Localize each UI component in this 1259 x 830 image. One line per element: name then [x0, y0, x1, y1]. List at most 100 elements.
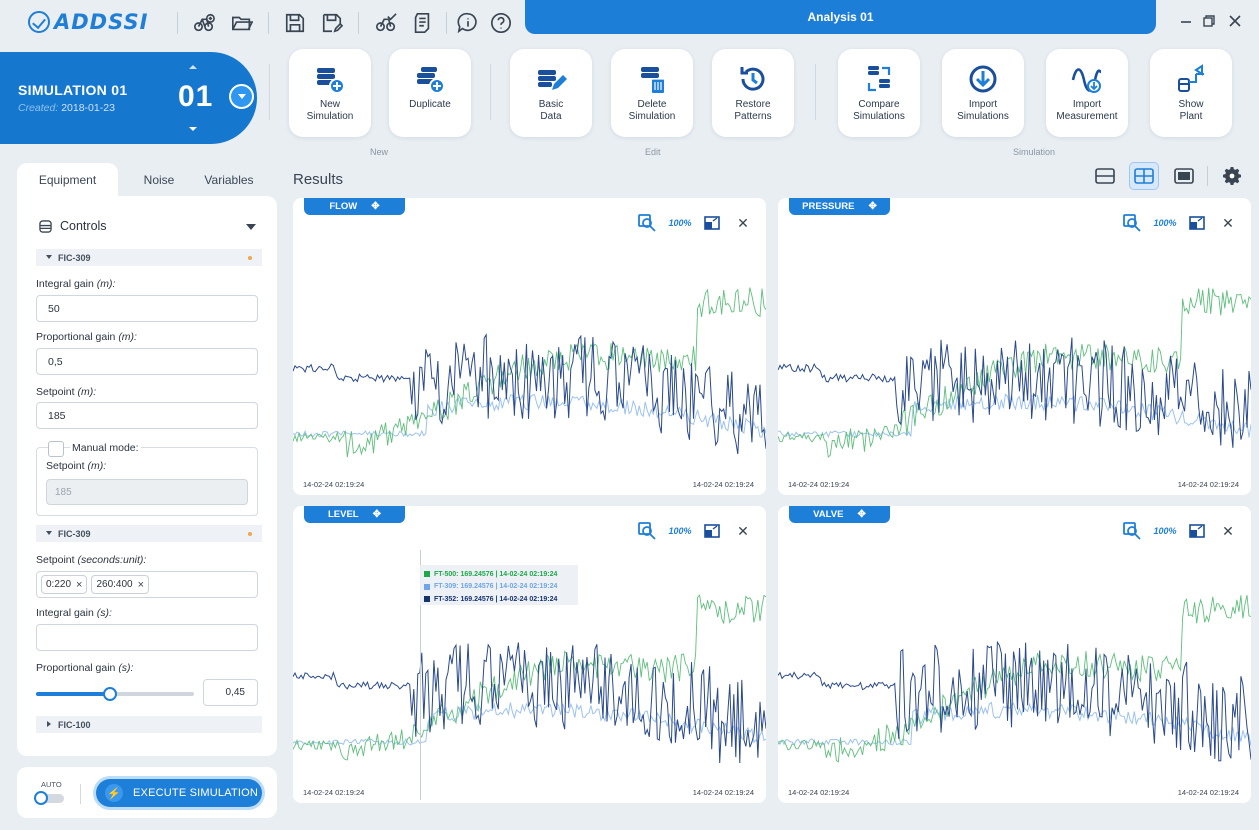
chart-title-tag[interactable]: FLOW ✥	[304, 198, 405, 215]
zoom-search-icon[interactable]	[636, 521, 658, 541]
close-chart-icon[interactable]: ✕	[1222, 522, 1234, 539]
group-label-edit: Edit	[645, 147, 661, 157]
series-line-light	[293, 701, 766, 746]
section-fic-100[interactable]: FIC-100	[36, 716, 262, 733]
ribbon-button-label: Import Measurement	[1056, 99, 1118, 122]
ribbon-button-label: Import Simulations	[957, 99, 1009, 122]
basic-data-button[interactable]: Basic Data	[510, 49, 592, 137]
manual-mode-checkbox[interactable]	[48, 441, 64, 457]
restore-window-icon[interactable]	[1200, 12, 1218, 30]
zoom-search-icon[interactable]	[1121, 213, 1143, 233]
delete-simulation-button[interactable]: Delete Simulation	[611, 49, 693, 137]
simulation-dropdown-icon[interactable]	[229, 84, 254, 109]
compare-icon	[862, 49, 896, 99]
remove-chip-icon[interactable]: ×	[76, 578, 83, 591]
close-chart-icon[interactable]: ✕	[737, 214, 749, 231]
chart-plot[interactable]	[293, 242, 766, 476]
save-icon[interactable]	[283, 11, 307, 35]
chart-plot[interactable]	[778, 242, 1251, 476]
expand-panel-icon[interactable]	[1187, 213, 1207, 233]
chart-title-tag[interactable]: PRESSURE ✥	[789, 198, 890, 215]
expand-panel-icon[interactable]	[702, 213, 722, 233]
help-icon[interactable]	[489, 11, 513, 35]
settings-gear-icon[interactable]	[1220, 164, 1244, 188]
ribbon-button-label: Show Plant	[1178, 99, 1204, 122]
proportional-gain-label: Proportional gain (m):	[36, 331, 137, 343]
auto-toggle[interactable]	[34, 791, 64, 805]
zoom-search-icon[interactable]	[636, 213, 658, 233]
expand-panel-icon[interactable]	[1187, 521, 1207, 541]
tab-equipment[interactable]: Equipment	[17, 163, 118, 196]
restore-button[interactable]: Restore Patterns	[712, 49, 794, 137]
new-project-icon[interactable]	[192, 11, 216, 35]
simulation-name: SIMULATION 01	[18, 82, 128, 98]
zoom-level-button[interactable]: 100%	[668, 218, 692, 228]
proportional-gain-s-value[interactable]: 0,45	[203, 679, 258, 706]
close-chart-icon[interactable]: ✕	[737, 522, 749, 539]
move-icon[interactable]: ✥	[372, 509, 381, 520]
chart-title-tag[interactable]: LEVEL ✥	[304, 506, 405, 523]
zoom-level-button[interactable]: 100%	[1153, 526, 1177, 536]
import-button[interactable]: Import Simulations	[942, 49, 1024, 137]
series-line-green	[293, 594, 766, 761]
duplicate-button[interactable]: Duplicate	[389, 49, 471, 137]
proportional-gain-input[interactable]: 0,5	[36, 348, 258, 375]
layout-rows-icon[interactable]	[1090, 162, 1120, 190]
tooltip-row: FT-500: 169.24576 | 14-02-24 02:19:24	[424, 568, 578, 581]
proportional-gain-slider[interactable]	[36, 687, 194, 701]
integral-gain-s-input[interactable]	[36, 624, 258, 651]
controls-title: Controls	[60, 219, 107, 233]
layout-grid-icon[interactable]	[1129, 162, 1159, 190]
layout-single-icon[interactable]	[1169, 162, 1199, 190]
close-window-icon[interactable]	[1226, 12, 1244, 30]
group-label-simulation: Simulation	[1013, 147, 1056, 157]
setpoint-label: Setpoint (m):	[36, 386, 97, 398]
plant-button[interactable]: Show Plant	[1150, 49, 1232, 137]
validate-icon[interactable]	[374, 11, 398, 35]
new-simulation-icon	[313, 49, 347, 99]
execute-simulation-button[interactable]: ⚡ EXECUTE SIMULATION	[96, 779, 262, 807]
zoom-level-button[interactable]: 100%	[1153, 218, 1177, 228]
slider-handle[interactable]	[103, 687, 118, 701]
report-icon[interactable]	[410, 11, 434, 35]
timestamp-end: 14-02-24 02:19:24	[1177, 788, 1239, 797]
move-icon[interactable]: ✥	[857, 509, 866, 520]
zoom-level-button[interactable]: 100%	[668, 526, 692, 536]
chart-card-valve: VALVE ✥ 100% ✕ 14-02-24 02:19:24 14-02-24 02:…	[778, 506, 1251, 803]
setpoint-chips-input[interactable]: 0:220 × 260:400 ×	[36, 571, 258, 598]
info-icon[interactable]	[456, 11, 480, 35]
zoom-search-icon[interactable]	[1121, 521, 1143, 541]
tab-variables[interactable]: Variables	[204, 172, 254, 187]
tab-noise[interactable]: Noise	[143, 172, 175, 187]
toggle-knob	[34, 791, 48, 805]
import-measurement-icon	[1070, 49, 1104, 99]
ribbon-button-label: Duplicate	[409, 99, 451, 110]
setpoint-input[interactable]: 185	[36, 402, 258, 429]
new-simulation-button[interactable]: New Simulation	[289, 49, 371, 137]
chart-plot[interactable]	[778, 550, 1251, 784]
chart-card-pressure: PRESSURE ✥ 100% ✕ 14-02-24 02:19:24 14-02-24 …	[778, 198, 1251, 495]
chart-plot[interactable]	[293, 550, 766, 784]
import-measurement-button[interactable]: Import Measurement	[1046, 49, 1128, 137]
chart-tooltip: FT-500: 169.24576 | 14-02-24 02:19:24 FT-…	[420, 565, 578, 605]
chart-card-level: FT-500: 169.24576 | 14-02-24 02:19:24 FT-…	[293, 506, 766, 803]
controls-collapse-icon[interactable]	[246, 224, 256, 230]
close-chart-icon[interactable]: ✕	[1222, 214, 1234, 231]
minimize-icon[interactable]	[1177, 12, 1195, 30]
chart-title-tag[interactable]: VALVE ✥	[789, 506, 890, 523]
save-as-icon[interactable]	[320, 11, 344, 35]
sim-next-arrow-icon[interactable]	[189, 127, 197, 131]
open-folder-icon[interactable]	[230, 11, 254, 35]
integral-gain-input[interactable]: 50	[36, 295, 258, 322]
section-fic-309-b[interactable]: FIC-309	[36, 525, 262, 542]
remove-chip-icon[interactable]: ×	[137, 578, 145, 591]
controls-header[interactable]: Controls	[39, 219, 107, 233]
section-fic-309-a[interactable]: FIC-309	[36, 249, 262, 266]
expand-panel-icon[interactable]	[702, 521, 722, 541]
compare-button[interactable]: Compare Simulations	[838, 49, 920, 137]
move-icon[interactable]: ✥	[371, 201, 380, 212]
move-icon[interactable]: ✥	[868, 201, 877, 212]
manual-mode-group: Manual mode: Setpoint (m): 185	[36, 441, 258, 516]
lightning-icon: ⚡	[105, 784, 123, 802]
sim-prev-arrow-icon[interactable]	[189, 65, 197, 69]
